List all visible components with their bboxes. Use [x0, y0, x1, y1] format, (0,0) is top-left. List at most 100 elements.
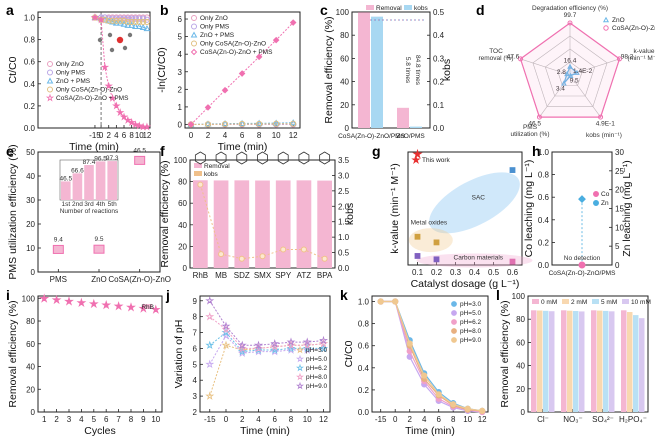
panel-h-legend-marker: [593, 191, 599, 197]
panel-d-grid-ring: [557, 61, 583, 86]
panel-e-inset-value: 46.5: [59, 175, 72, 182]
panel-a-x-tick-label: 6: [122, 131, 127, 140]
panel-a-data-point: [100, 62, 110, 71]
panel-j-data-point: [319, 343, 328, 353]
panel-d-axis-label: removal (%): [478, 55, 513, 62]
panel-g-axes-frame: [407, 151, 523, 266]
panel-h-y2-tick-label: 5: [615, 242, 620, 251]
molecule-atom: [122, 45, 128, 51]
panel-l-bar: [603, 310, 609, 412]
panel-l-bar: [537, 310, 543, 412]
panel-f-legend-swatch: [194, 163, 202, 168]
panel-j-legend-marker: [295, 345, 305, 354]
panel-label-h: h: [532, 143, 541, 159]
panel-l-bar: [543, 310, 549, 412]
panel-label-e: e: [6, 143, 14, 159]
panel-b-data-point: [221, 121, 229, 128]
panel-k-data-point: [435, 391, 442, 398]
panel-c-legend-label: Removal: [376, 5, 402, 12]
panel-a-data-point: [115, 108, 125, 117]
panel-f-bar-removal: [275, 180, 291, 268]
panel-h-y-tick-label: 0.4: [538, 216, 550, 225]
panel-c-bar-Removal: [358, 12, 370, 128]
panel-label-f: f: [160, 143, 165, 159]
panel-l-bar: [621, 310, 627, 412]
panel-f-y2-label: kobs: [344, 203, 356, 225]
panel-j-data-point: [205, 296, 215, 305]
panel-k-x-tick-label: 4: [422, 415, 427, 424]
panel-f-y2-tick-label: 3.5: [338, 156, 350, 165]
panel-h-y-tick-label: 0.2: [538, 238, 550, 247]
panel-a-data-point: [135, 22, 143, 29]
panel-j-x-tick-label: 10: [303, 415, 312, 424]
panel-g-sac-region: [429, 172, 520, 234]
panel-f-y-label: Removal efficiency (%): [159, 160, 171, 267]
panel-a-y-tick-label: 1.0: [24, 14, 36, 23]
panel-b-data-point: [289, 19, 297, 26]
panel-e-y-tick-label: 0: [31, 268, 36, 277]
panel-b-data-point: [187, 121, 195, 128]
panel-d-value-label: 4.9E-1: [596, 121, 616, 128]
panel-k-x-tick-label: 8: [451, 415, 456, 424]
panel-k-legend-marker: [451, 310, 457, 316]
panel-i-data-point: [88, 298, 99, 309]
panel-i-x-tick-label: 4: [79, 415, 84, 424]
panel-e-y-label: PMS utilization efficiency (%): [7, 144, 19, 279]
panel-l-legend-swatch: [532, 299, 539, 304]
panel-f-y-tick-label: 40: [178, 221, 187, 230]
panel-a-data-point: [131, 120, 140, 129]
panel-k-data-point: [377, 298, 384, 305]
panel-i-x-label: Cycles: [84, 425, 116, 437]
panel-l-legend-label: 5 mM: [601, 299, 617, 306]
panel-b-data-point: [272, 119, 280, 126]
panel-j-x-tick-label: 2: [240, 415, 245, 424]
panel-f-kobs-point: [238, 255, 245, 262]
panel-i-data-point: [113, 301, 124, 311]
panel-e-inset-bar: [95, 161, 106, 200]
panel-c-x-tick-label: ZnO/PMS: [396, 133, 425, 140]
panel-label-j: j: [165, 287, 170, 303]
panel-b-y-tick-label: 5: [178, 33, 183, 42]
panel-j-data-point: [237, 348, 247, 357]
panel-a-legend-marker: [45, 93, 55, 102]
panel-i-y-tick-label: 60: [26, 340, 35, 349]
panel-c-y-tick-label: 40: [340, 78, 349, 87]
panel-e-inset-x-label: Number of reactions: [60, 208, 119, 215]
panel-j-data-point: [221, 327, 231, 337]
panel-label-i: i: [6, 287, 10, 303]
panel-b-legend-marker: [190, 31, 198, 38]
panel-label-b: b: [160, 2, 169, 18]
panel-d-data-point: [574, 69, 580, 75]
panel-c-y-tick-label: 60: [340, 54, 349, 63]
panel-a-data-point: [139, 23, 147, 31]
panel-a-data-point: [132, 18, 139, 26]
panel-f-y2-tick-label: 2.0: [338, 202, 350, 211]
panel-label-g: g: [372, 143, 381, 159]
panel-l-legend-swatch: [622, 299, 629, 304]
panel-e-inset-bar: [84, 165, 94, 200]
panel-k-legend-marker: [451, 337, 457, 343]
panel-k-y-tick-label: 1.0: [358, 298, 370, 307]
panel-k-series-line: [380, 300, 483, 412]
panel-g-x-tick-label: 0.4: [469, 268, 481, 277]
panel-f-bar-removal: [255, 180, 270, 268]
panel-d-series-polygon: [519, 22, 621, 118]
molecule-atom: [109, 47, 115, 53]
molecule-atom: [116, 36, 124, 44]
panel-c-y2-tick-label: 0.5: [433, 8, 445, 17]
panel-j-x-tick-label: 4: [256, 415, 261, 424]
panel-k-data-point: [464, 405, 471, 412]
panel-a-data-point: [123, 115, 133, 124]
panel-b-data-point: [204, 120, 212, 127]
panel-c-annotation: 5.8 times: [404, 57, 411, 84]
panel-l-y-tick-label: 0: [521, 408, 526, 417]
panel-j-data-point: [319, 335, 328, 345]
panel-f-y2-tick-label: 3.0: [338, 171, 350, 180]
panel-a-legend-marker: [46, 77, 54, 84]
panel-h-y2-tick-label: 15: [615, 205, 624, 214]
panel-f-bar-removal: [296, 180, 312, 268]
panel-f-structure-icon: [194, 151, 206, 165]
panel-i-x-tick-label: 2: [54, 415, 59, 424]
panel-a-x-tick-label: 2: [106, 131, 111, 140]
